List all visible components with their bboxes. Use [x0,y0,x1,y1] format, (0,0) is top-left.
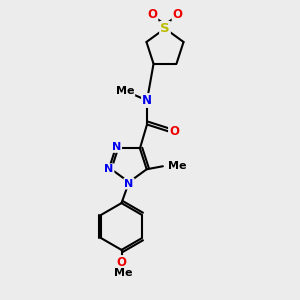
Text: O: O [147,8,158,21]
Text: N: N [112,142,121,152]
Text: O: O [169,125,179,139]
Text: N: N [142,94,152,107]
Text: Me: Me [116,86,135,96]
Text: S: S [160,22,170,35]
Text: O: O [172,8,183,21]
Text: N: N [124,178,134,189]
Text: Me: Me [168,161,187,171]
Text: O: O [116,256,127,269]
Text: Me: Me [114,268,132,278]
Text: N: N [104,164,113,174]
